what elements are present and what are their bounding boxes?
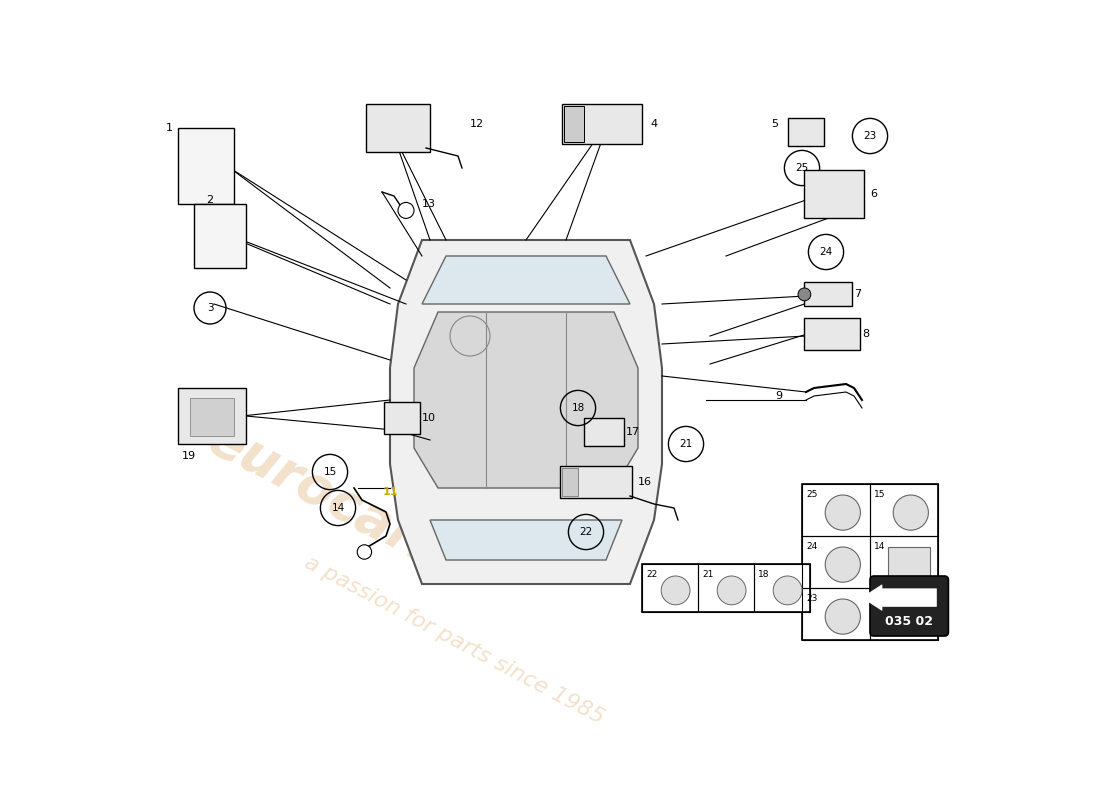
Bar bbox=[642, 564, 698, 612]
Text: a passion for parts since 1985: a passion for parts since 1985 bbox=[300, 552, 607, 728]
FancyBboxPatch shape bbox=[888, 598, 931, 632]
Bar bbox=[870, 588, 938, 640]
FancyBboxPatch shape bbox=[804, 318, 859, 350]
Circle shape bbox=[825, 599, 860, 634]
Circle shape bbox=[825, 495, 860, 530]
FancyBboxPatch shape bbox=[560, 466, 632, 498]
Bar bbox=[642, 564, 810, 612]
Text: 25: 25 bbox=[795, 163, 808, 173]
Text: 24: 24 bbox=[806, 542, 817, 551]
FancyBboxPatch shape bbox=[384, 402, 420, 434]
Text: 14: 14 bbox=[874, 542, 886, 551]
Text: 8: 8 bbox=[862, 330, 869, 339]
Bar bbox=[802, 588, 870, 640]
Bar bbox=[190, 398, 234, 436]
Text: 9: 9 bbox=[774, 391, 782, 401]
FancyBboxPatch shape bbox=[804, 170, 865, 218]
Bar bbox=[870, 536, 938, 588]
Circle shape bbox=[398, 202, 414, 218]
FancyBboxPatch shape bbox=[870, 576, 948, 636]
FancyBboxPatch shape bbox=[194, 204, 246, 268]
FancyBboxPatch shape bbox=[564, 106, 584, 142]
Bar bbox=[802, 536, 870, 588]
Polygon shape bbox=[430, 520, 622, 560]
Circle shape bbox=[773, 576, 802, 605]
Polygon shape bbox=[390, 240, 662, 584]
FancyBboxPatch shape bbox=[178, 388, 246, 444]
Bar bbox=[802, 484, 938, 640]
Text: 18: 18 bbox=[758, 570, 770, 578]
FancyBboxPatch shape bbox=[584, 418, 625, 446]
Text: 1: 1 bbox=[166, 123, 173, 133]
Text: 11: 11 bbox=[383, 487, 398, 497]
FancyBboxPatch shape bbox=[562, 104, 642, 144]
Text: 25: 25 bbox=[806, 490, 817, 499]
Text: 2: 2 bbox=[206, 195, 213, 205]
Polygon shape bbox=[422, 256, 630, 304]
Bar bbox=[802, 484, 870, 536]
Circle shape bbox=[661, 576, 690, 605]
Text: 18: 18 bbox=[571, 403, 584, 413]
Circle shape bbox=[825, 547, 860, 582]
Text: 19: 19 bbox=[182, 451, 196, 461]
Circle shape bbox=[358, 545, 372, 559]
Bar bbox=[870, 484, 938, 536]
FancyBboxPatch shape bbox=[366, 104, 430, 152]
Text: 4: 4 bbox=[650, 119, 657, 129]
Text: 17: 17 bbox=[626, 427, 640, 437]
Text: 15: 15 bbox=[874, 490, 886, 499]
Text: 7: 7 bbox=[854, 290, 861, 299]
Bar bbox=[562, 468, 578, 496]
Text: 22: 22 bbox=[646, 570, 658, 578]
Bar bbox=[754, 564, 810, 612]
FancyBboxPatch shape bbox=[888, 546, 931, 580]
FancyBboxPatch shape bbox=[788, 118, 824, 146]
Text: 23: 23 bbox=[864, 131, 877, 141]
FancyBboxPatch shape bbox=[178, 128, 234, 204]
Text: 5: 5 bbox=[771, 119, 778, 129]
Circle shape bbox=[798, 288, 811, 301]
Circle shape bbox=[893, 495, 928, 530]
Text: 3: 3 bbox=[207, 303, 213, 313]
Polygon shape bbox=[414, 312, 638, 488]
FancyBboxPatch shape bbox=[804, 282, 851, 306]
Text: 6: 6 bbox=[870, 189, 877, 198]
Text: 3: 3 bbox=[874, 594, 880, 603]
Text: 12: 12 bbox=[470, 119, 484, 129]
Bar bbox=[698, 564, 754, 612]
Text: 15: 15 bbox=[323, 467, 337, 477]
Text: 24: 24 bbox=[820, 247, 833, 257]
Text: 16: 16 bbox=[638, 478, 652, 487]
Text: 10: 10 bbox=[422, 413, 436, 422]
Circle shape bbox=[717, 576, 746, 605]
Text: 21: 21 bbox=[680, 439, 693, 449]
Text: eurocars: eurocars bbox=[199, 412, 453, 580]
Text: 035 02: 035 02 bbox=[886, 615, 933, 628]
Text: 22: 22 bbox=[580, 527, 593, 537]
Text: 14: 14 bbox=[331, 503, 344, 513]
Text: 23: 23 bbox=[806, 594, 817, 603]
Text: 13: 13 bbox=[422, 199, 436, 209]
FancyArrow shape bbox=[862, 585, 936, 610]
Text: 21: 21 bbox=[702, 570, 714, 578]
